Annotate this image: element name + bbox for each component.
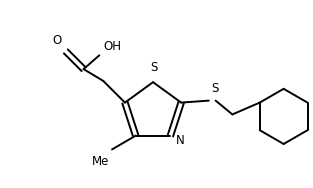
Text: S: S	[212, 82, 219, 95]
Text: OH: OH	[103, 40, 121, 53]
Text: O: O	[53, 34, 62, 47]
Text: N: N	[176, 134, 185, 147]
Text: Me: Me	[92, 155, 109, 168]
Text: S: S	[150, 61, 158, 74]
